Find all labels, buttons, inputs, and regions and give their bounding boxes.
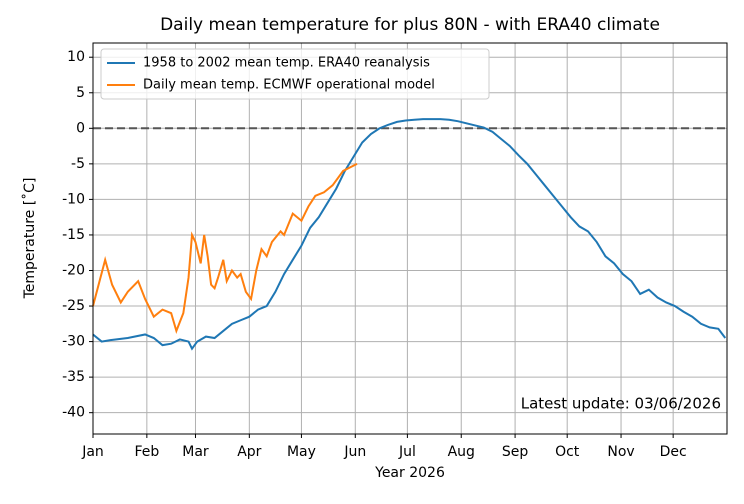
legend-label: 1958 to 2002 mean temp. ERA40 reanalysis: [143, 56, 430, 71]
y-tick-label: -5: [71, 156, 85, 172]
annotation: Latest update: 03/06/2026: [521, 395, 721, 413]
y-tick-label: -10: [62, 191, 85, 207]
x-tick-label: May: [287, 444, 316, 460]
y-axis-label: Temperature [˚C]: [21, 178, 38, 300]
x-tick-label: Jun: [343, 444, 366, 460]
plot-frame: [92, 42, 728, 435]
x-tick-label: Mar: [182, 444, 209, 460]
x-tick-label: Aug: [448, 444, 475, 460]
chart-title: Daily mean temperature for plus 80N - wi…: [160, 15, 660, 35]
x-tick-label: Oct: [555, 444, 580, 460]
y-tick-label: -15: [62, 227, 85, 243]
x-tick-label: Sep: [502, 444, 529, 460]
x-tick-label: Jul: [398, 444, 416, 460]
series-line: [92, 118, 727, 351]
x-tick-label: Nov: [607, 444, 634, 460]
y-tick-label: 0: [76, 120, 85, 136]
legend-label: Daily mean temp. ECMWF operational model: [143, 78, 435, 93]
x-tick-label: Apr: [237, 444, 261, 460]
y-tick-label: 10: [67, 49, 85, 65]
y-tick-label: -40: [62, 405, 85, 421]
x-tick-label: Dec: [660, 444, 687, 460]
y-tick-label: 5: [76, 85, 85, 101]
y-tick-label: -20: [62, 262, 85, 278]
series-line: [92, 162, 358, 335]
y-tick-label: -35: [62, 369, 85, 385]
x-tick-label: Jan: [81, 444, 104, 460]
x-tick-label: Feb: [134, 444, 159, 460]
y-tick-label: -30: [62, 334, 85, 350]
legend-box: [100, 48, 490, 100]
x-axis-label: Year 2026: [374, 465, 445, 481]
y-tick-label: -25: [62, 298, 85, 314]
